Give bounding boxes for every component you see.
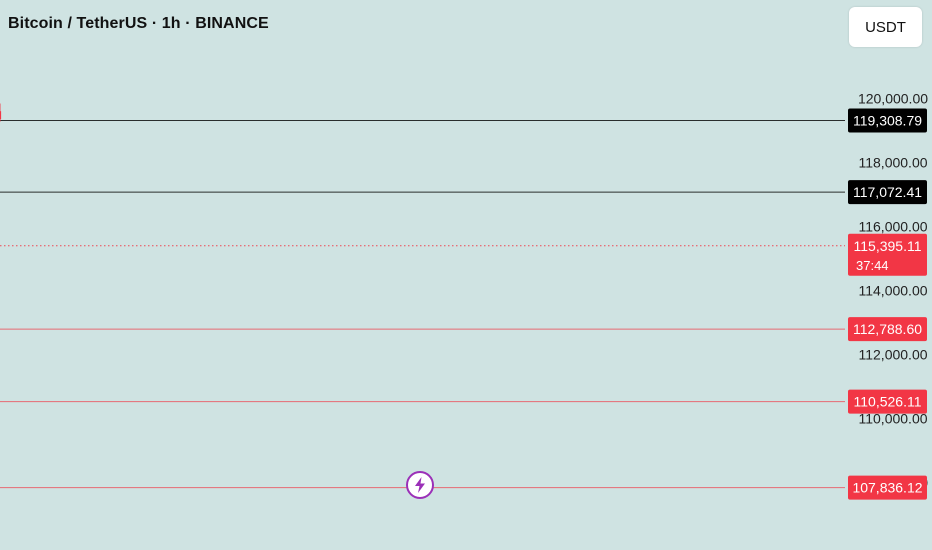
price-tick-label: 120,000.00: [858, 90, 928, 106]
resistance-price-tag: [848, 108, 927, 133]
resistance-price-tag: [848, 180, 927, 205]
resistance-price-tag-label: 117,072.41: [853, 184, 922, 200]
support-price-tag-label: 112,788.60: [853, 321, 922, 337]
quote-currency-button[interactable]: USDT: [849, 7, 922, 47]
current-price-label: 115,395.11: [854, 238, 922, 254]
support-price-tag-label: 110,526.11: [854, 394, 922, 410]
bar-countdown-label: 37:44: [856, 258, 889, 273]
price-tick-label: 118,000.00: [858, 154, 927, 170]
support-price-tag: [848, 317, 927, 342]
chart-title: Bitcoin / TetherUS · 1h · BINANCE: [8, 15, 269, 32]
support-price-tag: [848, 389, 927, 414]
candles: [0, 103, 2, 122]
support-price-tag: [848, 475, 927, 500]
lightning-bolt-icon[interactable]: [406, 471, 434, 499]
price-tick-label: 114,000.00: [858, 282, 927, 298]
price-tick-label: 112,000.00: [858, 346, 927, 362]
current-price-tag: [848, 233, 927, 276]
price-tags: 119,308.79 117,072.41 112,788.60 110,526.11…: [848, 108, 927, 500]
candle-body: [0, 111, 2, 120]
resistance-price-tag-label: 119,308.79: [853, 113, 922, 129]
support-price-tag-label: 107,836.12: [852, 480, 922, 496]
level-lines: [0, 120, 845, 489]
price-tick-label: 116,000.00: [858, 218, 927, 234]
price-tick-label: 110,000.00: [858, 410, 927, 426]
